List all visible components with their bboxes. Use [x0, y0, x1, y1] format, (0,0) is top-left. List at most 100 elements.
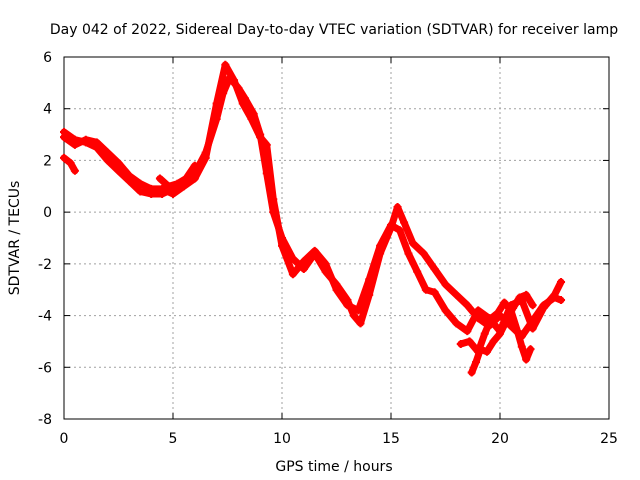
data-point: [430, 288, 439, 297]
data-point: [212, 99, 221, 108]
data-point: [103, 148, 112, 157]
data-point: [70, 140, 79, 149]
data-point: [238, 99, 247, 108]
data-point: [114, 159, 123, 168]
series-markers-6: [456, 298, 535, 364]
data-point: [452, 290, 461, 299]
data-point: [288, 270, 297, 279]
data-point: [147, 184, 156, 193]
data-point: [430, 265, 439, 274]
data-point: [221, 60, 230, 69]
data-point: [463, 301, 472, 310]
y-tick-label: -4: [38, 309, 52, 325]
data-point: [474, 306, 483, 315]
y-tick-label: -8: [38, 412, 52, 428]
data-point: [190, 161, 199, 170]
data-point: [474, 347, 483, 356]
data-point: [557, 296, 566, 305]
data-point: [513, 327, 522, 336]
data-point: [230, 76, 239, 85]
data-point: [506, 306, 515, 315]
data-point: [182, 174, 191, 183]
data-point: [465, 337, 474, 346]
data-point: [247, 115, 256, 124]
data-point: [557, 277, 566, 286]
data-point: [522, 355, 531, 364]
data-point: [522, 290, 531, 299]
data-point: [136, 187, 145, 196]
data-point: [487, 314, 496, 323]
data-point: [169, 190, 177, 199]
data-point: [262, 140, 271, 149]
data-point: [343, 301, 352, 310]
y-tick-label: 6: [43, 50, 52, 66]
y-tick-label: 4: [43, 102, 52, 118]
data-point: [60, 133, 68, 142]
data-point: [66, 159, 75, 168]
data-point: [103, 156, 112, 165]
data-point: [413, 267, 422, 276]
data-point: [493, 308, 502, 317]
x-tick-label: 15: [382, 431, 400, 447]
data-point: [321, 259, 330, 268]
data-point: [349, 311, 358, 320]
data-point: [201, 153, 210, 162]
data-point: [467, 368, 476, 377]
data-point: [125, 171, 134, 180]
series-markers-3: [60, 153, 79, 175]
data-point: [404, 249, 413, 258]
x-tick-label: 5: [169, 431, 178, 447]
data-point: [452, 319, 461, 328]
data-point: [502, 316, 511, 325]
data-point: [480, 329, 489, 338]
data-point: [441, 280, 450, 289]
series-markers-4: [155, 161, 199, 191]
y-tick-label: -6: [38, 360, 52, 376]
data-point: [550, 290, 559, 299]
data-point: [256, 133, 265, 142]
data-point: [164, 182, 173, 191]
grid-lines: [64, 57, 609, 419]
data-point: [408, 239, 417, 248]
data-point: [278, 241, 286, 250]
data-point: [173, 179, 182, 188]
data-point: [92, 138, 101, 147]
x-tick-label: 10: [273, 431, 291, 447]
data-point: [81, 135, 90, 144]
data-point: [515, 293, 524, 302]
data-point: [387, 221, 395, 230]
x-tick-label: 25: [600, 431, 618, 447]
data-point: [463, 327, 472, 336]
x-tick-label: 0: [60, 431, 69, 447]
data-point: [421, 285, 430, 294]
data-point: [299, 257, 308, 266]
x-axis-label: GPS time / hours: [275, 459, 392, 475]
data-point: [190, 174, 199, 183]
series-trace-1: [60, 74, 565, 340]
data-point: [332, 285, 341, 294]
data-point: [395, 226, 404, 235]
data-point: [376, 241, 385, 250]
y-axis-label: SDTVAR / TECUs: [7, 181, 23, 296]
data-point: [500, 298, 509, 307]
data-point: [365, 275, 374, 284]
data-point: [70, 166, 79, 175]
chart-title: Day 042 of 2022, Sidereal Day-to-day VTE…: [50, 22, 618, 38]
x-tick-label: 20: [491, 431, 509, 447]
y-tick-label: 0: [43, 205, 52, 221]
data-point: [136, 179, 145, 188]
data-point: [354, 306, 363, 315]
data-point: [517, 342, 526, 351]
data-point: [472, 358, 481, 367]
data-point: [269, 195, 278, 204]
axis-ticks: [63, 56, 610, 420]
data-point: [528, 324, 537, 333]
data-point: [539, 303, 548, 312]
data-point: [356, 319, 365, 328]
tick-labels: 0 5 10 15 20 25 -8 -6 -4 -2 0 2 4 6: [38, 50, 618, 447]
data-point: [526, 345, 535, 354]
data-point: [456, 340, 465, 349]
data-point: [441, 306, 450, 315]
